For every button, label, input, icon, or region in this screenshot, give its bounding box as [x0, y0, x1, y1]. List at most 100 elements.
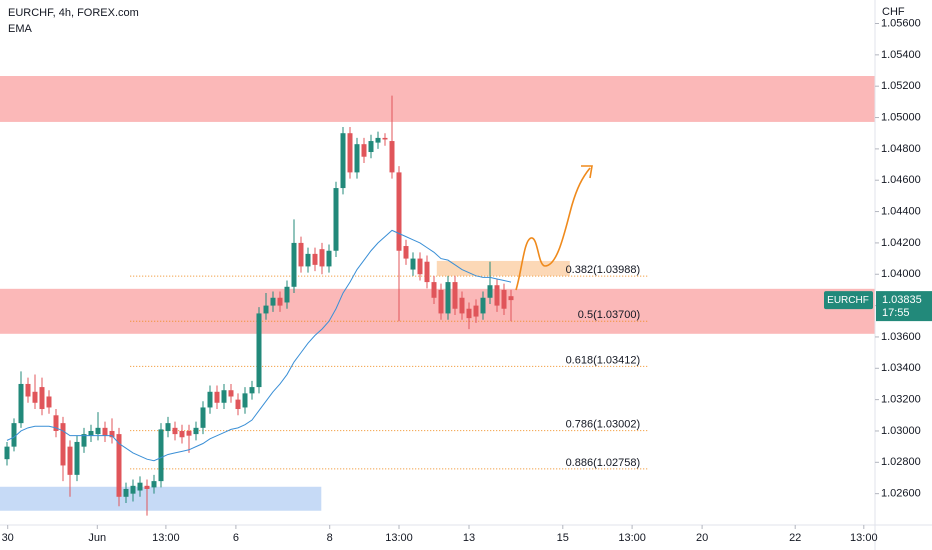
price-tag-symbol: EURCHF [827, 295, 869, 306]
fib-label: 0.5(1.03700) [578, 309, 640, 321]
candle-body [424, 261, 430, 283]
candle-body [396, 172, 402, 251]
ema-line [6, 229, 512, 462]
x-tick-label: 13:00 [385, 532, 413, 544]
candle-body [326, 250, 332, 267]
fib-label: 0.886(1.02758) [566, 457, 641, 469]
x-tick-label: 13:00 [152, 532, 180, 544]
price-tag-countdown: 17:55 [882, 307, 910, 319]
candle-body [375, 137, 381, 143]
y-tick-label: 1.03400 [881, 362, 921, 374]
zone [436, 260, 570, 276]
y-tick-label: 1.04600 [881, 174, 921, 186]
candle-body [32, 391, 38, 403]
x-tick-label: 6 [233, 532, 239, 544]
candle-body [305, 253, 311, 267]
candle-body [25, 383, 31, 397]
y-tick-label: 1.04400 [881, 205, 921, 217]
candle-body [368, 141, 374, 153]
x-tick-label: 22 [789, 532, 801, 544]
x-tick-label: Jun [88, 532, 106, 544]
y-tick-label: 1.05600 [881, 17, 921, 29]
candle-body [11, 423, 17, 447]
candle-body [333, 188, 339, 251]
candle-body [130, 485, 136, 494]
candle-body [60, 423, 66, 466]
candle-body [389, 141, 395, 173]
y-tick-label: 1.04200 [881, 237, 921, 249]
candle-body [102, 427, 108, 436]
candle-body [438, 289, 444, 314]
candle-body [109, 430, 115, 438]
candle-body [116, 434, 122, 497]
candle-body [431, 282, 437, 298]
candle-body [186, 430, 192, 436]
candle-body [249, 387, 255, 394]
candle-body [480, 297, 486, 314]
projection-arrow [515, 167, 591, 291]
zone [0, 288, 875, 334]
candle-body [417, 258, 423, 275]
y-tick-label: 1.03000 [881, 425, 921, 437]
candle-body [312, 253, 318, 265]
candle-body [501, 289, 507, 309]
candle-body [46, 396, 52, 408]
candle-body [473, 305, 479, 317]
x-tick-label: 20 [696, 532, 708, 544]
candle-body [256, 313, 262, 388]
candle-body [361, 144, 367, 157]
indicator-label: EMA [8, 23, 33, 35]
plot: 0.382(1.03988) 0.5(1.03700) 0.618(1.03412)… [4, 95, 649, 516]
candle-body [88, 430, 94, 436]
fib-label: 0.382(1.03988) [566, 264, 641, 276]
candle-body [193, 427, 199, 435]
candle-body [74, 441, 80, 475]
candle-body [228, 390, 234, 397]
candle-body [137, 482, 143, 491]
y-tick-label: 1.03600 [881, 331, 921, 343]
candle-body [340, 133, 346, 189]
fib-label: 0.618(1.03412) [566, 354, 641, 366]
candle-body [67, 446, 73, 475]
candle-body [151, 481, 157, 488]
candle-body [200, 407, 206, 428]
zone [0, 76, 875, 122]
candle-body [158, 429, 164, 482]
y-tick-label: 1.02800 [881, 456, 921, 468]
candle-body [242, 393, 248, 408]
candle-body [95, 427, 101, 435]
candle-body [144, 485, 150, 489]
x-tick-label: 8 [327, 532, 333, 544]
fib-label: 0.786(1.03002) [566, 419, 641, 431]
candle-body [165, 423, 171, 431]
candle-body [263, 305, 269, 314]
y-tick-label: 1.04800 [881, 143, 921, 155]
candle-body [207, 391, 213, 408]
y-tick-label: 1.04000 [881, 268, 921, 280]
candle-body [172, 427, 178, 435]
candle-body [179, 430, 185, 438]
y-tick-label: 1.02600 [881, 488, 921, 500]
x-tick-label: 15 [557, 532, 569, 544]
y-tick-label: 1.05000 [881, 111, 921, 123]
chart-title: EURCHF, 4h, FOREX.com [8, 7, 139, 19]
candle-body [452, 282, 458, 309]
projection-arrowhead [581, 165, 593, 179]
candle-body [18, 383, 24, 424]
price-tag-symbol-box [824, 291, 873, 310]
zones [0, 76, 875, 511]
candle-body [270, 297, 276, 306]
candle-body [382, 137, 388, 140]
candle-body [123, 488, 129, 497]
candle-body [284, 286, 290, 303]
x-tick-label: 13:00 [618, 532, 646, 544]
candle-body [494, 285, 500, 306]
candle-body [445, 282, 451, 314]
candle-body [508, 296, 514, 301]
x-tick-label: 13 [463, 532, 475, 544]
candle-body [347, 133, 353, 173]
candle-body [235, 399, 241, 410]
zone [0, 486, 322, 511]
candle-body [81, 434, 87, 447]
